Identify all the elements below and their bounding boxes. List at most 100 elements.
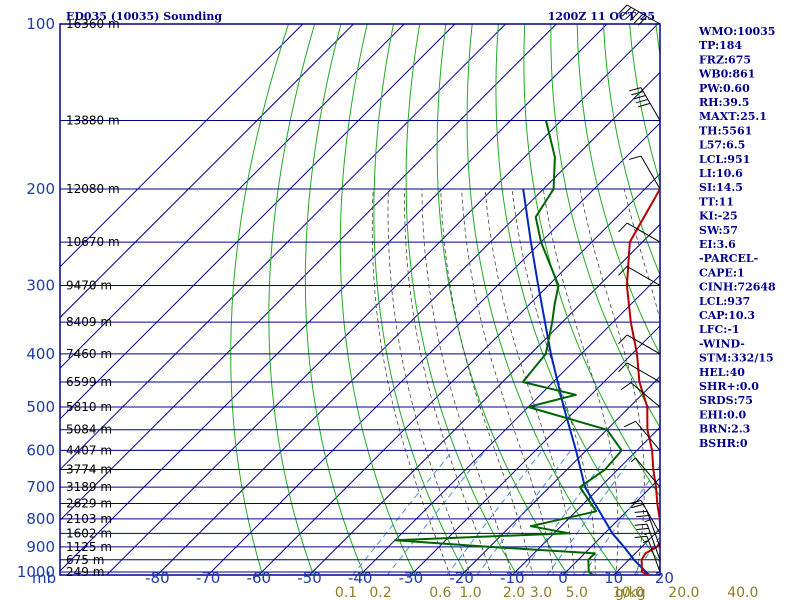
wind-barb (634, 523, 661, 560)
wind-barbs (618, 4, 661, 573)
temperature-tick-label: -80 (145, 569, 170, 587)
index-item: LCL:937 (699, 295, 750, 308)
isotherm-line (359, 274, 660, 575)
index-item: FRZ:675 (699, 53, 751, 66)
height-label: 2629 m (66, 497, 112, 511)
mixing-ratio-tick-label: 40.0 (727, 585, 758, 600)
dry-adiabat-line (602, 24, 660, 276)
isotherm-line (258, 173, 660, 575)
mixing-ratio-tick-label: 20.0 (668, 585, 699, 600)
wind-barb (618, 266, 661, 286)
index-item: PW:0.60 (699, 82, 750, 95)
temperature-tick-label: -20 (449, 569, 474, 587)
pressure-tick-label: 300 (26, 276, 55, 294)
temperature-tick-label: -30 (399, 569, 424, 587)
isotherm-line (60, 24, 405, 369)
wind-barb (618, 334, 661, 355)
moist-adiabat-line (440, 188, 533, 575)
mixing-ratio-tick-label: 0.6 (429, 585, 451, 600)
mixing-ratio-tick-label: 0.2 (369, 585, 391, 600)
height-label: 1602 m (66, 526, 112, 540)
index-item: TH:5561 (699, 124, 752, 137)
height-label: 5810 m (66, 400, 112, 414)
dry-adiabat-line (268, 24, 316, 575)
temperature-tick-label: 20 (655, 569, 674, 587)
height-label: 249 m (66, 565, 104, 579)
mixing-ratio-tick-label: 1.0 (459, 585, 481, 600)
isotherm-line (60, 24, 506, 471)
pressure-tick-label: 900 (26, 538, 55, 556)
mixing-ratio-line (352, 450, 454, 575)
mixing-ratio-unit: g/kg (615, 585, 646, 600)
index-item: -WIND- (699, 337, 745, 350)
height-label: 3189 m (66, 480, 112, 494)
height-label: 675 m (66, 553, 104, 567)
index-item: STM:332/15 (699, 352, 774, 365)
temperature-tick-label: -40 (348, 569, 373, 587)
dry-adiabat-line (523, 24, 660, 497)
isotherm-line (60, 24, 304, 268)
index-item: L57:6.5 (699, 139, 745, 152)
mixing-ratio-line (743, 450, 800, 583)
mixing-ratio-line (684, 450, 771, 583)
index-item: SW:57 (699, 224, 738, 237)
height-label: 6599 m (66, 375, 112, 389)
height-label: 4407 m (66, 443, 112, 457)
wind-barb (620, 382, 661, 408)
index-item: RH:39.5 (699, 96, 749, 109)
index-item: CINH:72648 (699, 281, 776, 294)
dry-adiabat-line (339, 24, 416, 575)
height-label: 7460 m (66, 347, 112, 361)
index-item: HEL:40 (699, 366, 745, 379)
x-unit-label: mb (32, 569, 56, 587)
plot-frame (59, 23, 661, 576)
index-item: LFC:-1 (699, 323, 740, 336)
height-label: 5084 m (66, 423, 112, 437)
dry-adiabat-line (576, 24, 660, 356)
moist-adiabat-line (404, 189, 492, 575)
height-label: 16360 m (66, 17, 120, 31)
height-label: 8409 m (66, 315, 112, 329)
index-item: WMO:10035 (698, 25, 775, 38)
wind-barb (618, 362, 661, 383)
dry-adiabat-line (495, 24, 660, 564)
chart-title: ED035 (10035) Sounding (66, 10, 222, 23)
index-item: SHR+:0.0 (699, 380, 759, 393)
wind-barb (624, 420, 661, 451)
index-item: TT:11 (699, 195, 734, 208)
index-item: EHI:0.0 (699, 408, 746, 421)
mixing-ratio-unit-label: g/kg (615, 585, 646, 600)
height-label: 3774 m (66, 462, 112, 476)
index-item: LI:10.6 (699, 167, 743, 180)
mixing-ratio-line (546, 450, 638, 575)
dry-adiabat-line (230, 24, 289, 575)
index-item: WB0:861 (698, 68, 755, 81)
height-label: 12080 m (66, 182, 120, 196)
isotherm-line (207, 122, 660, 575)
mixing-ratio-tick-label: 2.0 (503, 585, 525, 600)
dry-adiabat-line (373, 24, 467, 575)
isotherm-line (410, 325, 660, 575)
isotherm-line (460, 375, 660, 575)
pressure-tick-label: 400 (26, 345, 55, 363)
moist-adiabat-line (757, 189, 800, 584)
dewpoint-curve (394, 120, 623, 575)
background-lines (60, 24, 800, 584)
parcel-curve (522, 188, 650, 575)
temperature-tick-label: -10 (500, 569, 525, 587)
isotherm-line (105, 24, 659, 575)
wind-barb (628, 87, 661, 121)
index-item: CAP:10.3 (699, 309, 755, 322)
height-label: 13880 m (66, 113, 120, 127)
dry-adiabat-line (550, 24, 660, 429)
pressure-tick-label: 800 (26, 510, 55, 528)
wind-barb (628, 155, 661, 190)
isotherm-line (308, 223, 660, 575)
pressure-tick-label: 200 (26, 180, 55, 198)
mixing-ratio-line (386, 450, 486, 575)
pressure-tick-label: 1000 (17, 563, 55, 581)
pressure-tick-label: 500 (26, 398, 55, 416)
